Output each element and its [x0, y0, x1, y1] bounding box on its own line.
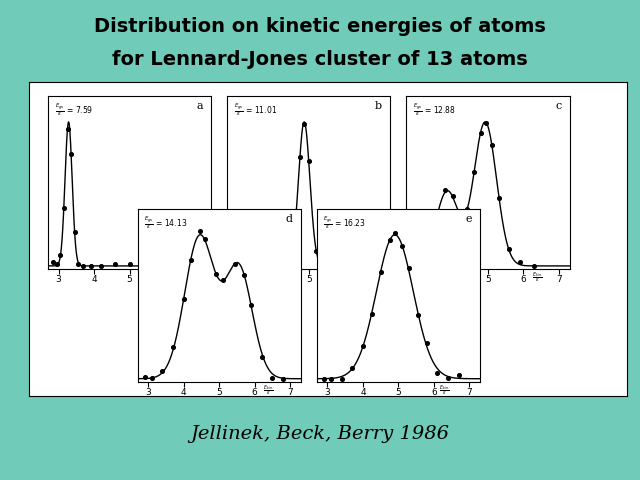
Text: $\frac{E_{gs}}{\varepsilon}$ = 12.88: $\frac{E_{gs}}{\varepsilon}$ = 12.88 [413, 101, 456, 118]
Point [376, 268, 386, 276]
Point [481, 119, 492, 127]
Point [476, 129, 486, 137]
Point [319, 375, 329, 383]
Point [433, 212, 444, 219]
Point [358, 342, 368, 350]
Point [140, 373, 150, 381]
Point [178, 262, 188, 270]
Point [66, 150, 76, 158]
Text: $\frac{E_{kin}}{\varepsilon}$: $\frac{E_{kin}}{\varepsilon}$ [173, 271, 184, 285]
Point [218, 276, 228, 283]
Point [110, 260, 120, 268]
Point [125, 260, 135, 268]
Point [227, 261, 237, 269]
Text: $\frac{E_{gs}}{\varepsilon}$ = 11.01: $\frac{E_{gs}}{\varepsilon}$ = 11.01 [234, 101, 277, 118]
Point [443, 373, 453, 381]
Point [493, 194, 504, 202]
Point [268, 374, 278, 382]
Point [326, 375, 336, 383]
Point [335, 262, 346, 270]
Point [62, 125, 72, 132]
Point [70, 228, 80, 236]
Point [160, 262, 170, 270]
Point [347, 364, 357, 372]
Point [461, 205, 472, 213]
Point [278, 375, 288, 383]
Point [179, 295, 189, 303]
Point [385, 236, 395, 244]
Text: $\frac{E_{gs}}{\varepsilon}$ = 14.13: $\frac{E_{gs}}{\varepsilon}$ = 14.13 [144, 214, 188, 231]
Point [422, 339, 432, 347]
Point [397, 242, 407, 250]
Point [311, 247, 321, 254]
Point [230, 260, 240, 268]
Point [195, 228, 205, 235]
Point [412, 258, 422, 266]
Text: $\frac{E_{kin}}{\varepsilon}$: $\frac{E_{kin}}{\varepsilon}$ [263, 384, 273, 397]
Point [413, 312, 423, 319]
Text: $\frac{E_{kin}}{\varepsilon}$: $\frac{E_{kin}}{\varepsilon}$ [353, 271, 363, 285]
Point [390, 229, 400, 237]
Point [246, 301, 256, 309]
Point [243, 249, 253, 256]
Point [200, 235, 210, 242]
Point [78, 262, 88, 270]
Point [257, 353, 267, 361]
Point [321, 262, 332, 270]
Point [186, 256, 196, 264]
Text: $\frac{E_{kin}}{\varepsilon}$: $\frac{E_{kin}}{\varepsilon}$ [532, 271, 542, 285]
Point [404, 264, 414, 272]
Point [295, 153, 305, 161]
Point [147, 374, 157, 382]
Text: Distribution on kinetic energies of atoms: Distribution on kinetic energies of atom… [94, 17, 546, 36]
Text: d: d [285, 214, 292, 224]
Text: $\frac{E_{kin}}{\varepsilon}$: $\frac{E_{kin}}{\varepsilon}$ [439, 384, 449, 397]
Text: $\frac{E_{gs}}{\varepsilon}$ = 7.59: $\frac{E_{gs}}{\varepsilon}$ = 7.59 [54, 101, 93, 118]
Point [157, 367, 168, 375]
Point [303, 157, 314, 165]
Point [440, 186, 451, 194]
Point [86, 262, 96, 270]
Point [454, 208, 465, 216]
Point [422, 241, 433, 249]
Text: $\frac{E_{gs}}{\varepsilon}$ = 16.23: $\frac{E_{gs}}{\varepsilon}$ = 16.23 [323, 214, 366, 231]
Point [454, 372, 464, 379]
Point [59, 204, 69, 212]
Point [468, 168, 479, 176]
Point [257, 234, 268, 241]
Point [142, 258, 152, 266]
Point [289, 229, 300, 237]
Text: e: e [465, 214, 472, 224]
Point [299, 120, 309, 127]
Text: c: c [555, 101, 561, 111]
Point [406, 262, 417, 270]
Point [504, 246, 515, 253]
Point [239, 272, 249, 279]
Point [529, 262, 540, 270]
Point [486, 141, 497, 148]
Point [265, 242, 275, 250]
Point [55, 252, 65, 259]
Text: a: a [196, 101, 203, 111]
Text: Jellinek, Beck, Berry 1986: Jellinek, Beck, Berry 1986 [191, 425, 449, 443]
Point [272, 255, 282, 263]
Text: for Lennard-Jones cluster of 13 atoms: for Lennard-Jones cluster of 13 atoms [112, 50, 528, 70]
Point [447, 192, 458, 200]
Point [337, 375, 347, 383]
Point [250, 235, 260, 242]
Point [233, 262, 243, 270]
Point [96, 262, 106, 270]
Point [515, 259, 525, 266]
Point [432, 369, 442, 377]
Point [48, 258, 58, 266]
Point [282, 258, 292, 266]
Point [350, 258, 360, 266]
Point [52, 261, 62, 268]
Point [168, 343, 178, 350]
Point [73, 260, 83, 267]
Text: b: b [375, 101, 382, 111]
Point [211, 270, 221, 278]
Point [367, 310, 377, 317]
